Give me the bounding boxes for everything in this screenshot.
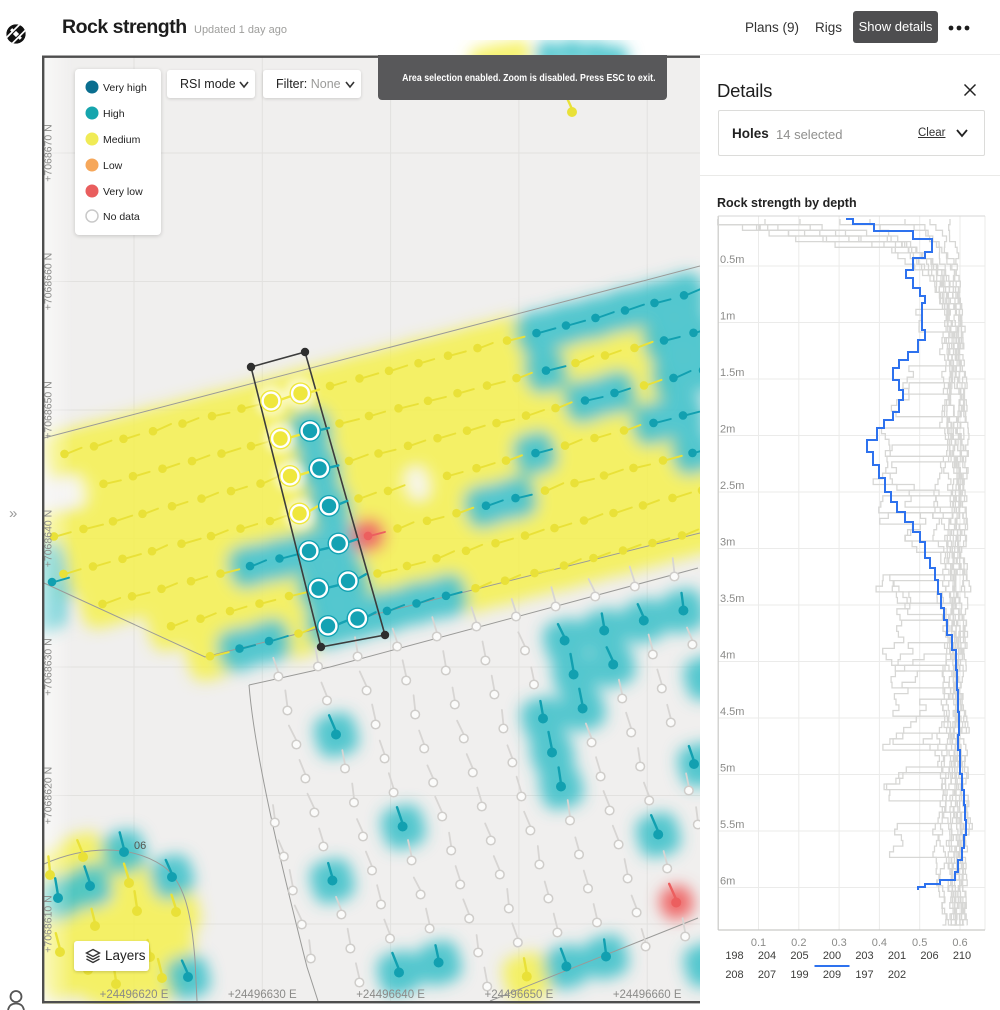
svg-text:Low: Low (103, 160, 123, 172)
svg-text:199: 199 (790, 969, 808, 981)
svg-text:4.5m: 4.5m (720, 706, 744, 718)
svg-text:+7068630 N: +7068630 N (43, 638, 55, 696)
svg-text:+24496660 E: +24496660 E (613, 989, 682, 1001)
svg-text:0.2: 0.2 (791, 937, 806, 949)
svg-text:+7068650 N: +7068650 N (43, 381, 55, 439)
svg-text:1m: 1m (720, 311, 735, 323)
svg-text:+24496640 E: +24496640 E (356, 989, 425, 1001)
svg-text:5m: 5m (720, 763, 735, 775)
svg-text:Very low: Very low (103, 186, 143, 198)
svg-text:High: High (103, 108, 125, 120)
svg-text:6m: 6m (720, 876, 735, 888)
svg-text:209: 209 (823, 969, 841, 981)
svg-text:208: 208 (725, 969, 743, 981)
svg-text:1.5m: 1.5m (720, 367, 744, 379)
svg-text:3.5m: 3.5m (720, 593, 744, 605)
svg-text:+24496620 E: +24496620 E (100, 989, 169, 1001)
svg-text:3m: 3m (720, 537, 735, 549)
svg-text:+7068610 N: +7068610 N (43, 895, 55, 953)
svg-text:+7068660 N: +7068660 N (43, 253, 55, 311)
svg-text:+24496650 E: +24496650 E (485, 989, 554, 1001)
svg-text:5.5m: 5.5m (720, 819, 744, 831)
svg-text:204: 204 (758, 950, 776, 962)
svg-text:0.6: 0.6 (952, 937, 967, 949)
svg-text:202: 202 (888, 969, 906, 981)
svg-text:210: 210 (953, 950, 971, 962)
svg-text:0.5: 0.5 (912, 937, 927, 949)
svg-text:2m: 2m (720, 424, 735, 436)
svg-text:06: 06 (134, 840, 146, 852)
svg-text:203: 203 (855, 950, 873, 962)
svg-text:205: 205 (790, 950, 808, 962)
svg-text:No data: No data (103, 211, 140, 223)
svg-text:200: 200 (823, 950, 841, 962)
svg-text:2.5m: 2.5m (720, 480, 744, 492)
svg-text:4m: 4m (720, 650, 735, 662)
svg-text:0.5m: 0.5m (720, 254, 744, 266)
svg-text:Medium: Medium (103, 134, 141, 146)
svg-text:197: 197 (855, 969, 873, 981)
svg-text:+24496630 E: +24496630 E (228, 989, 297, 1001)
svg-text:0.1: 0.1 (751, 937, 766, 949)
svg-text:0.4: 0.4 (872, 937, 887, 949)
svg-text:+7068670 N: +7068670 N (43, 124, 55, 182)
svg-text:0.3: 0.3 (831, 937, 846, 949)
svg-text:Very high: Very high (103, 82, 147, 94)
svg-text:+7068640 N: +7068640 N (43, 510, 55, 568)
svg-text:206: 206 (920, 950, 938, 962)
svg-text:198: 198 (725, 950, 743, 962)
svg-text:207: 207 (758, 969, 776, 981)
svg-text:+7068620 N: +7068620 N (43, 767, 55, 825)
svg-text:201: 201 (888, 950, 906, 962)
